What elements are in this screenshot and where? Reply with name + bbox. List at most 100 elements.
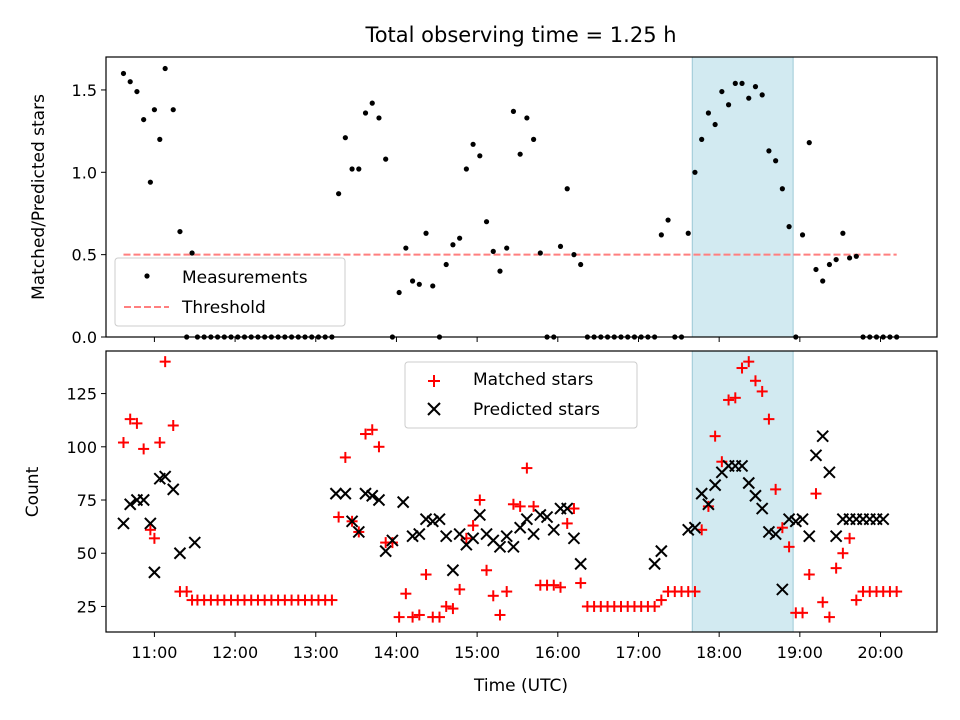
predicted-star-point [339, 487, 352, 500]
bottom-legend-box [404, 361, 638, 429]
top-title: Total observing time = 1.25 h [364, 23, 676, 47]
top-series-layer [120, 65, 900, 340]
predicted-star-point [547, 523, 560, 537]
predicted-star-point [148, 566, 161, 579]
measurement-point [786, 224, 792, 230]
measurement-point [376, 115, 382, 121]
matched-star-point [373, 441, 385, 453]
matched-star-point [501, 586, 513, 598]
predicted-star-point [396, 495, 410, 509]
matched-star-point [393, 611, 405, 623]
measurement-point [127, 79, 133, 85]
predicted-star-point [534, 508, 547, 522]
predicted-star-point [755, 502, 769, 515]
measurement-point [510, 108, 517, 114]
matched-star-point [810, 488, 822, 500]
top-legend-box [114, 257, 346, 327]
top-axes-frame [105, 56, 938, 338]
predicted-star-point [520, 512, 534, 526]
matched-star-point [148, 532, 160, 544]
matched-star-point [756, 385, 768, 397]
bottom-x-tick-label: 15:00 [454, 643, 500, 662]
matched-star-point [440, 600, 452, 612]
matched-star-point [386, 537, 398, 549]
top-legend: Measurements Threshold [114, 257, 346, 327]
measurement-point [147, 179, 153, 185]
legend-matched-marker [428, 375, 440, 387]
matched-star-point [181, 586, 193, 598]
predicted-star-point [540, 510, 554, 524]
measurement-point [403, 245, 409, 251]
predicted-star-point [695, 487, 708, 500]
matched-star-point [507, 498, 519, 510]
measurement-point [732, 80, 738, 86]
predicted-star-point [453, 527, 466, 541]
measurement-point [712, 121, 718, 128]
measurement-point [120, 70, 127, 77]
predicted-star-point [473, 508, 487, 522]
measurement-point [483, 219, 490, 225]
matched-star-point [568, 503, 580, 515]
predicted-star-point [796, 512, 809, 526]
matched-star-point [339, 451, 351, 463]
measurement-point [396, 289, 402, 296]
predicted-star-point [682, 523, 695, 537]
measurement-point [383, 156, 389, 162]
measurement-point [517, 151, 523, 157]
measurement-point [177, 228, 183, 235]
predicted-star-point [742, 476, 755, 490]
top-y-tick-label: 0.5 [72, 246, 97, 265]
predicted-star-point [527, 527, 540, 541]
matched-star-point [817, 596, 829, 608]
matched-star-point [433, 611, 445, 623]
measurement-point [170, 107, 176, 113]
predicted-star-point [809, 449, 823, 462]
predicted-star-point [493, 540, 507, 554]
matched-star-point [366, 424, 378, 436]
measurement-point [423, 230, 429, 236]
top-y-tick-label: 0.0 [72, 328, 97, 347]
measurement-point [490, 248, 496, 254]
bottom-x-tick-label: 16:00 [535, 643, 581, 662]
measurement-point [578, 261, 584, 268]
matched-star-point [521, 462, 533, 474]
bottom-y-tick-label: 75 [77, 491, 97, 510]
matched-star-point [474, 494, 486, 506]
measurement-point [685, 230, 691, 236]
matched-star-point [797, 607, 809, 619]
measurement-point [853, 253, 859, 259]
predicted-star-point [167, 483, 180, 496]
matched-star-point [360, 428, 372, 440]
measurement-point [752, 84, 759, 90]
bottom-x-ticks: 11:00 12:00 13:00 14:00 15:00 16:00 17:00 18:00… [131, 632, 904, 662]
matched-star-point [743, 356, 755, 368]
predicted-star-point [823, 466, 836, 479]
predicted-star-point [372, 493, 386, 507]
matched-star-point [481, 564, 493, 576]
predicted-star-point [379, 544, 392, 558]
matched-star-point [850, 594, 862, 606]
predicted-star-point [708, 478, 722, 492]
top-y-tick-label: 1.5 [72, 81, 97, 100]
predicted-star-point [513, 521, 527, 534]
predicted-star-point [366, 489, 379, 502]
bottom-panel: 25 50 75 100 125 11:00 12:00 13:00 14:00 15:00 16… [23, 350, 938, 696]
bottom-series-layer [117, 356, 903, 623]
predicted-star-point [782, 512, 796, 526]
matched-star-point [400, 588, 412, 600]
matched-star-point [144, 524, 156, 536]
bottom-x-tick-label: 18:00 [696, 643, 742, 662]
matched-star-point [494, 609, 506, 621]
measurement-point [840, 230, 846, 236]
matched-star-point [729, 392, 741, 404]
top-ylabel: Matched/Predicted stars [29, 94, 49, 300]
predicted-star-point [648, 557, 661, 571]
matched-star-point [487, 590, 499, 602]
predicted-star-point [803, 529, 816, 543]
bottom-x-tick-label: 17:00 [615, 643, 661, 662]
measurement-point [134, 88, 140, 95]
matched-star-point [649, 600, 661, 612]
matched-star-point [837, 547, 849, 559]
bottom-y-ticks: 25 50 75 100 125 [66, 385, 106, 616]
